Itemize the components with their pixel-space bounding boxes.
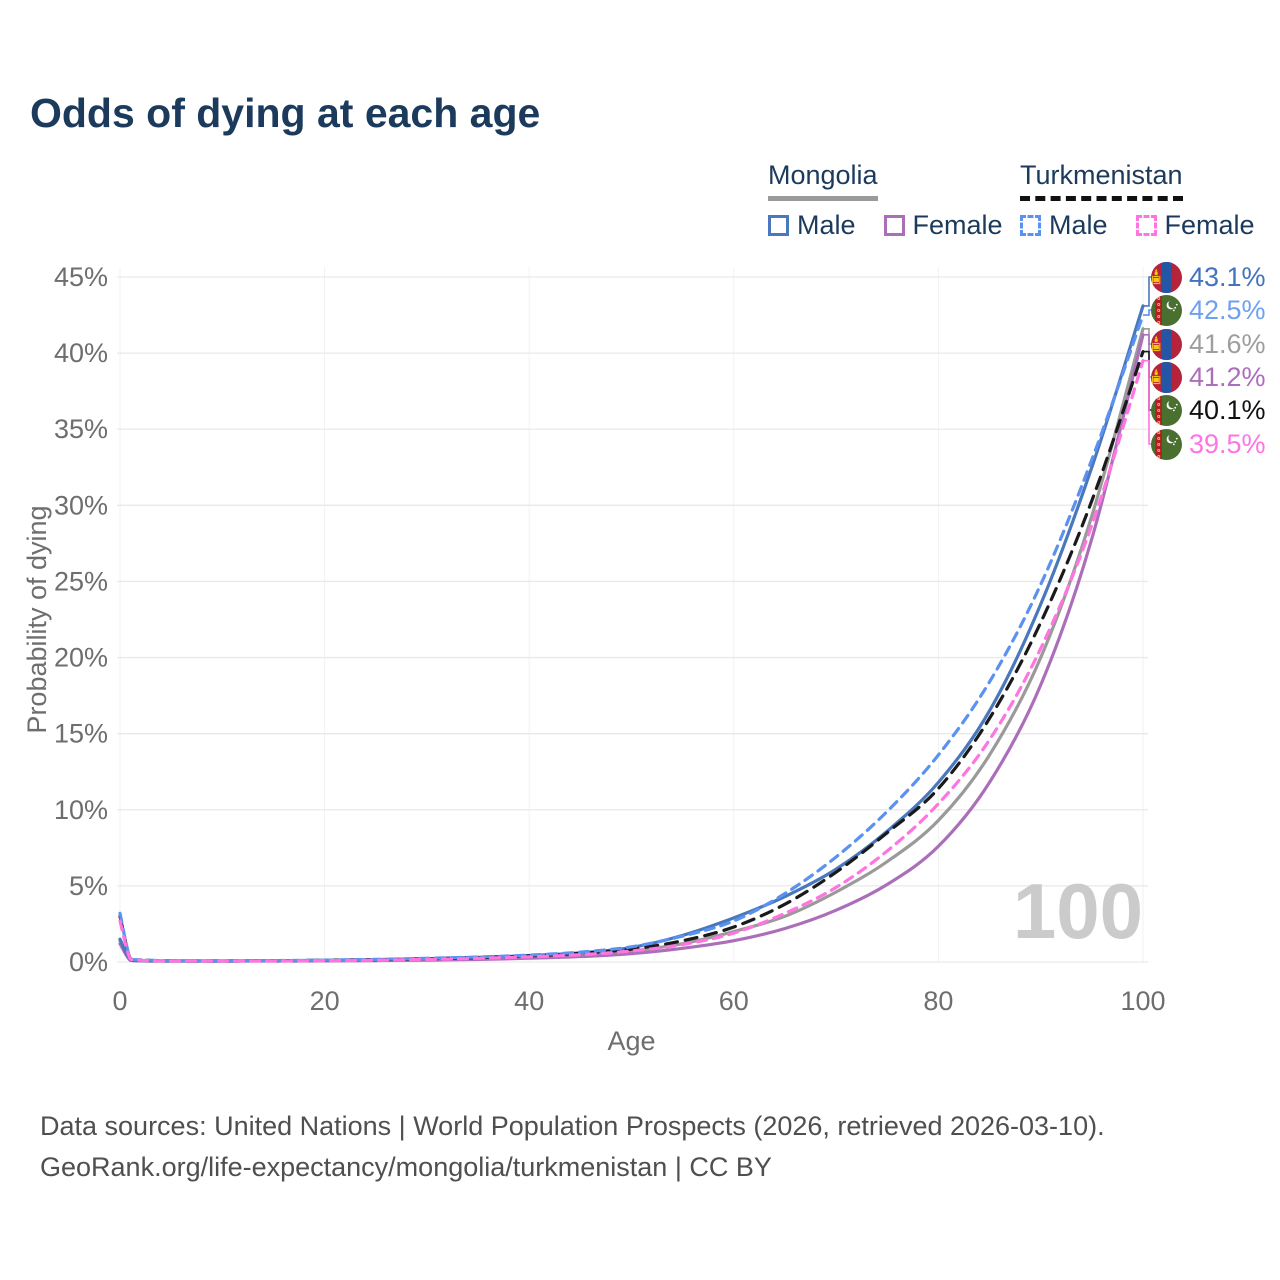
end-value: 39.5% — [1189, 428, 1266, 459]
legend-label-turkmenistan-male: Male — [1049, 210, 1108, 240]
x-tick-label: 100 — [1120, 986, 1165, 1016]
x-tick-label: 40 — [514, 986, 544, 1016]
end-label-row: 41.2% — [1151, 361, 1266, 393]
y-tick-label: 25% — [54, 566, 108, 596]
turkmenistan-flag-icon — [1151, 428, 1182, 460]
legend-items-turkmenistan: Male Female — [1020, 210, 1255, 241]
mongolia-flag-icon — [1151, 328, 1182, 360]
turkmenistan-flag-icon — [1151, 394, 1182, 426]
end-value: 41.2% — [1189, 361, 1266, 392]
mongolia-flag-icon — [1151, 361, 1182, 393]
x-axis-title: Age — [607, 1026, 655, 1056]
end-value: 40.1% — [1189, 394, 1266, 425]
legend-header-mongolia: Mongolia — [768, 160, 878, 201]
legend-label-mongolia-male: Male — [797, 210, 856, 240]
footer-line-2: GeoRank.org/life-expectancy/mongolia/tur… — [40, 1152, 772, 1182]
legend-swatch-mongolia-female[interactable] — [883, 215, 905, 236]
y-tick-label: 0% — [69, 947, 108, 977]
end-value: 43.1% — [1189, 261, 1266, 292]
end-label-row: 41.6% — [1151, 328, 1266, 360]
legend-item-mongolia-male[interactable]: Male — [768, 210, 856, 241]
legend-swatch-turkmenistan-female[interactable] — [1135, 215, 1157, 236]
legend-swatch-turkmenistan-male[interactable] — [1020, 215, 1041, 236]
x-tick-label: 80 — [923, 986, 953, 1016]
end-label-row: 42.5% — [1151, 294, 1266, 326]
end-label-row: 40.1% — [1151, 394, 1266, 426]
mongolia-flag-icon — [1151, 261, 1182, 293]
legend-swatch-mongolia-male[interactable] — [768, 215, 789, 236]
footer-line-1: Data sources: United Nations | World Pop… — [40, 1111, 1105, 1141]
age-indicator-watermark: 100 — [1012, 867, 1143, 955]
legend-label-mongolia-female: Female — [912, 210, 1003, 240]
series-line-turkmenistan-male[interactable] — [118, 313, 1145, 963]
series-line-mongolia-both-sexes[interactable] — [118, 327, 1145, 963]
end-label-row: 43.1% — [1151, 261, 1266, 293]
legend-item-turkmenistan-male[interactable]: Male — [1020, 210, 1108, 241]
legend-item-turkmenistan-female[interactable]: Female — [1135, 210, 1255, 241]
x-tick-label: 60 — [719, 986, 749, 1016]
end-label-row: 39.5% — [1151, 428, 1266, 460]
end-value: 41.6% — [1189, 328, 1266, 359]
y-tick-label: 45% — [54, 262, 108, 292]
y-tick-label: 30% — [54, 490, 108, 520]
end-value: 42.5% — [1189, 294, 1266, 325]
turkmenistan-flag-icon — [1151, 294, 1182, 326]
y-tick-label: 20% — [54, 643, 108, 673]
chart-plot-area[interactable]: 0% 5% 10% 15% 20% 25% 30% 35% 40% 45% 0 20 40 60 80 100… — [0, 0, 1280, 1090]
footer: Data sources: United Nations | World Pop… — [40, 1106, 1105, 1188]
legend-item-mongolia-female[interactable]: Female — [883, 210, 1003, 241]
y-tick-label: 5% — [69, 871, 108, 901]
legend-label-turkmenistan-female: Female — [1164, 210, 1255, 240]
y-tick-label: 35% — [54, 414, 108, 444]
y-axis-title: Probability of dying — [22, 505, 52, 733]
series-line-turkmenistan-both-sexes[interactable] — [118, 350, 1145, 963]
y-tick-label: 40% — [54, 338, 108, 368]
page-title: Odds of dying at each age — [30, 90, 541, 136]
x-tick-label: 20 — [310, 986, 340, 1016]
legend-group-mongolia: Mongolia Male Female — [768, 160, 1003, 241]
y-tick-label: 10% — [54, 795, 108, 825]
series-line-mongolia-male[interactable] — [118, 304, 1145, 963]
legend-group-turkmenistan: Turkmenistan Male Female — [1020, 160, 1255, 241]
legend-header-turkmenistan: Turkmenistan — [1020, 160, 1183, 201]
y-tick-label: 15% — [54, 719, 108, 749]
x-tick-label: 0 — [112, 986, 127, 1016]
series-line-turkmenistan-female[interactable] — [118, 359, 1145, 963]
legend-items-mongolia: Male Female — [768, 210, 1003, 241]
